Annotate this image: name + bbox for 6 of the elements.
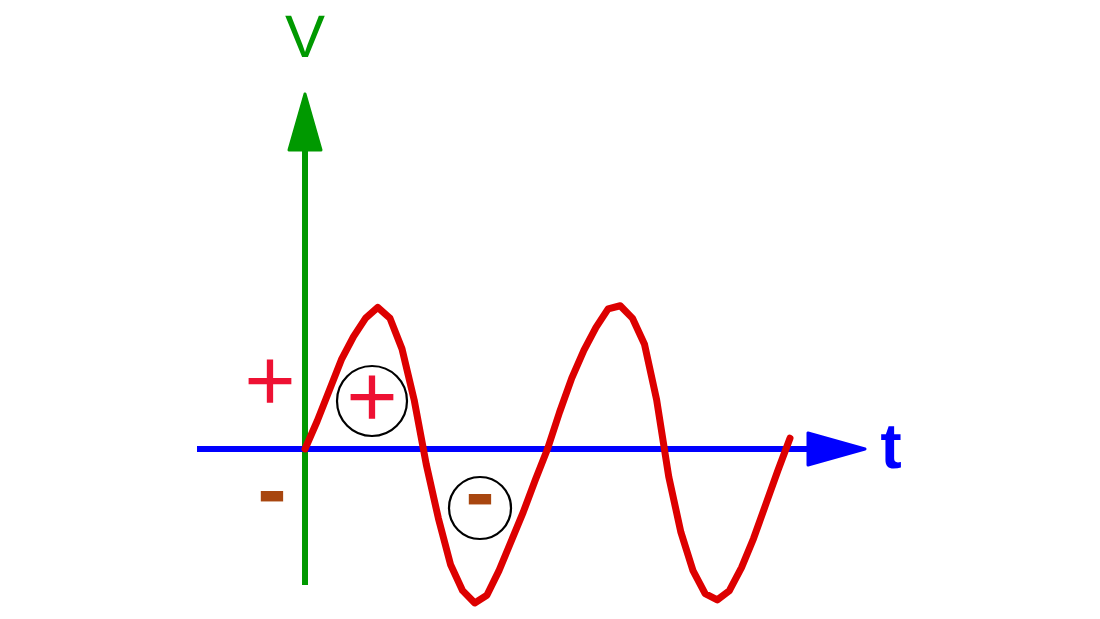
text: + xyxy=(248,359,292,403)
text: - xyxy=(260,490,284,502)
y-axis-title: V xyxy=(285,15,325,57)
annotation: + xyxy=(350,375,394,419)
x-axis-title: t xyxy=(881,426,901,469)
annotation: - xyxy=(468,493,492,505)
